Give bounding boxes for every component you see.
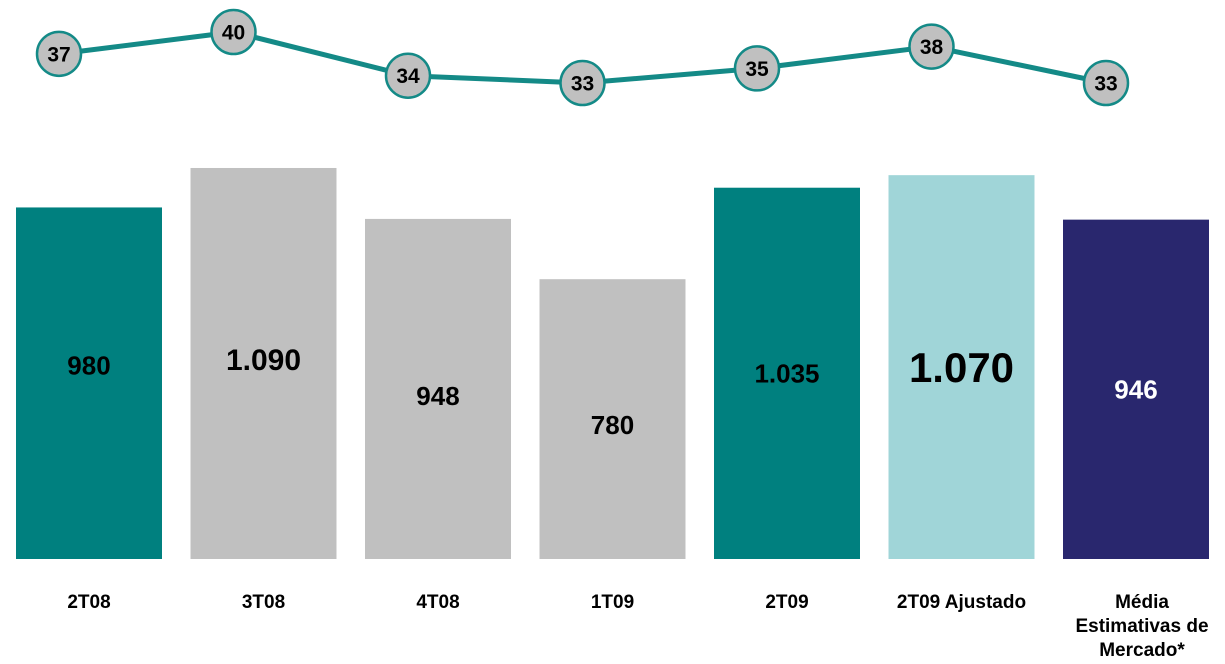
bars-layer xyxy=(16,167,1209,560)
bar-value-labels: 980 1.090 948 780 1.035 1.070 946 xyxy=(67,344,1157,440)
bar-7 xyxy=(1063,219,1209,560)
line-marker-5 xyxy=(733,45,781,92)
category-label-3: 4T08 xyxy=(416,592,459,613)
bar-value-label-3: 948 xyxy=(416,381,459,411)
bar-4 xyxy=(539,279,686,559)
line-value-label-4: 33 xyxy=(571,73,594,96)
bar-value-label-5: 1.035 xyxy=(754,358,819,388)
category-label-4: 1T09 xyxy=(591,592,634,613)
bar-value-label-7: 946 xyxy=(1114,374,1157,404)
line-series-layer: 37 40 34 33 35 38 33 xyxy=(35,8,1130,107)
bar-5 xyxy=(714,187,860,559)
category-label-7: Média Estimativas de Mercado* xyxy=(1075,592,1208,661)
line-value-label-1: 37 xyxy=(47,43,70,66)
line-marker-6 xyxy=(908,23,955,70)
line-marker-4 xyxy=(559,59,606,107)
category-label-5: 2T09 xyxy=(765,592,808,613)
line-marker-3 xyxy=(384,52,432,99)
bar-6 xyxy=(888,175,1035,560)
line-marker-2 xyxy=(210,8,257,56)
line-value-label-5: 35 xyxy=(745,58,769,81)
bar-2 xyxy=(190,167,337,559)
line-value-label-2: 40 xyxy=(222,22,245,45)
category-label-1: 2T08 xyxy=(67,592,110,613)
line-value-label-7: 33 xyxy=(1094,73,1117,96)
category-label-2: 3T08 xyxy=(242,592,285,613)
line-marker-1 xyxy=(35,30,83,78)
bar-value-label-2: 1.090 xyxy=(226,344,301,377)
bar-value-label-6: 1.070 xyxy=(909,344,1014,391)
bar-value-label-1: 980 xyxy=(67,351,110,381)
bar-1 xyxy=(16,207,162,560)
line-marker-7 xyxy=(1082,59,1130,107)
bar-3 xyxy=(365,218,511,559)
line-value-label-3: 34 xyxy=(396,65,420,88)
category-labels: 2T08 3T08 4T08 1T09 2T09 2T09 Ajustado Média Es… xyxy=(67,592,1208,661)
bar-value-label-4: 780 xyxy=(591,410,634,440)
category-label-6: 2T09 Ajustado xyxy=(897,592,1026,613)
line-value-label-6: 38 xyxy=(920,36,944,59)
